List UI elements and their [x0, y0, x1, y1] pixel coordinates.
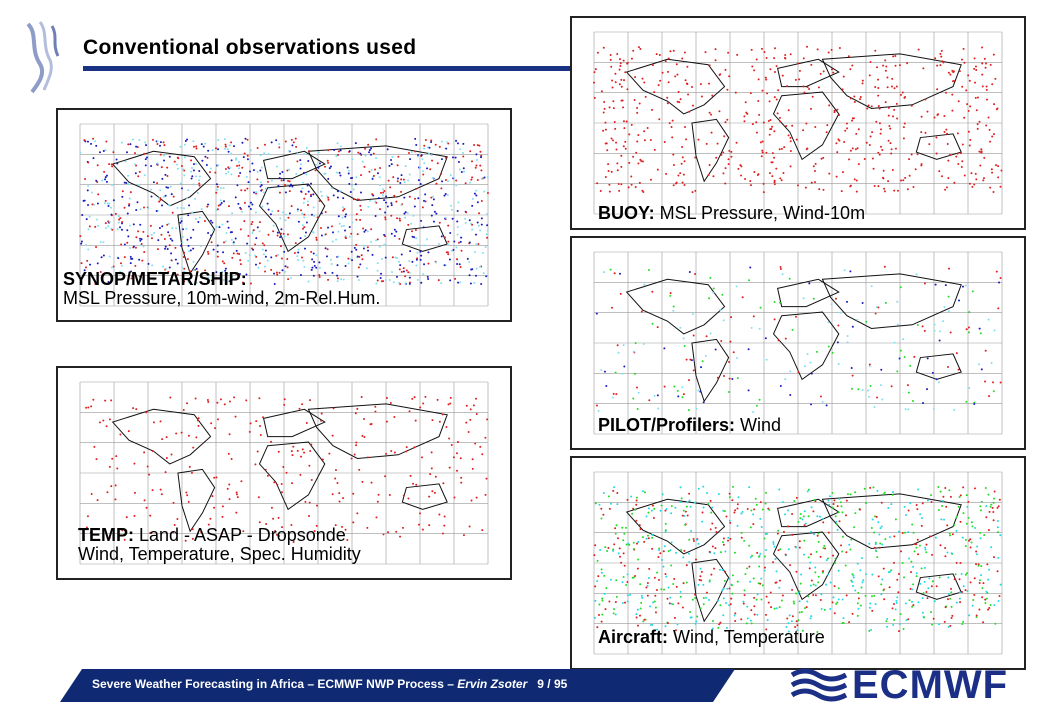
synop-world-map [79, 123, 489, 307]
buoy-caption: BUOY: MSL Pressure, Wind-10m [598, 204, 865, 223]
temp-caption: TEMP: Land - ASAP - Dropsonde Wind, Temp… [78, 526, 361, 564]
pilot-world-map [593, 251, 1003, 435]
footer-text: Severe Weather Forecasting in Africa – E… [92, 677, 567, 691]
pilot-caption-rest: Wind [735, 415, 782, 435]
ecmwf-waves-icon [790, 668, 848, 702]
pilot-caption: PILOT/Profilers: Wind [598, 416, 781, 435]
ecmwf-logo-text: ECMWF [852, 662, 1009, 707]
synop-caption: SYNOP/METAR/SHIP: MSL Pressure, 10m-wind… [63, 270, 380, 308]
buoy-caption-rest: MSL Pressure, Wind-10m [654, 203, 866, 223]
aircraft-caption-rest: Wind, Temperature [668, 627, 825, 647]
footer-band [60, 669, 735, 702]
slide-title: Conventional observations used [83, 36, 417, 59]
footer-page: 9 / 95 [537, 677, 568, 691]
footer-author: Ervin Zsoter [457, 677, 528, 691]
ecmwf-logo: ECMWF [790, 662, 1009, 707]
aircraft-caption-bold: Aircraft: [598, 627, 669, 647]
pilot-map-panel: PILOT/Profilers: Wind [570, 236, 1026, 450]
title-underline [83, 66, 573, 71]
footer-title: Severe Weather Forecasting in Africa – E… [92, 677, 458, 691]
aircraft-map-panel: Aircraft: Wind, Temperature [570, 456, 1026, 670]
temp-caption-bold: TEMP: [78, 525, 134, 545]
buoy-world-map [593, 31, 1003, 215]
buoy-map-panel: BUOY: MSL Pressure, Wind-10m [570, 16, 1026, 230]
aircraft-caption: Aircraft: Wind, Temperature [598, 628, 825, 647]
buoy-caption-bold: BUOY: [598, 203, 655, 223]
temp-caption-rest: Land - ASAP - Dropsonde [134, 525, 346, 545]
synop-map-panel: SYNOP/METAR/SHIP: MSL Pressure, 10m-wind… [56, 108, 512, 322]
temp-caption-line2: Wind, Temperature, Spec. Humidity [78, 544, 361, 564]
temp-world-map [79, 381, 489, 565]
aircraft-world-map [593, 471, 1003, 655]
synop-caption-bold: SYNOP/METAR/SHIP: [63, 269, 247, 289]
synop-caption-line2: MSL Pressure, 10m-wind, 2m-Rel.Hum. [63, 288, 381, 308]
temp-map-panel: TEMP: Land - ASAP - Dropsonde Wind, Temp… [56, 366, 512, 580]
swirl-logo-icon [18, 14, 68, 94]
pilot-caption-bold: PILOT/Profilers: [598, 415, 736, 435]
